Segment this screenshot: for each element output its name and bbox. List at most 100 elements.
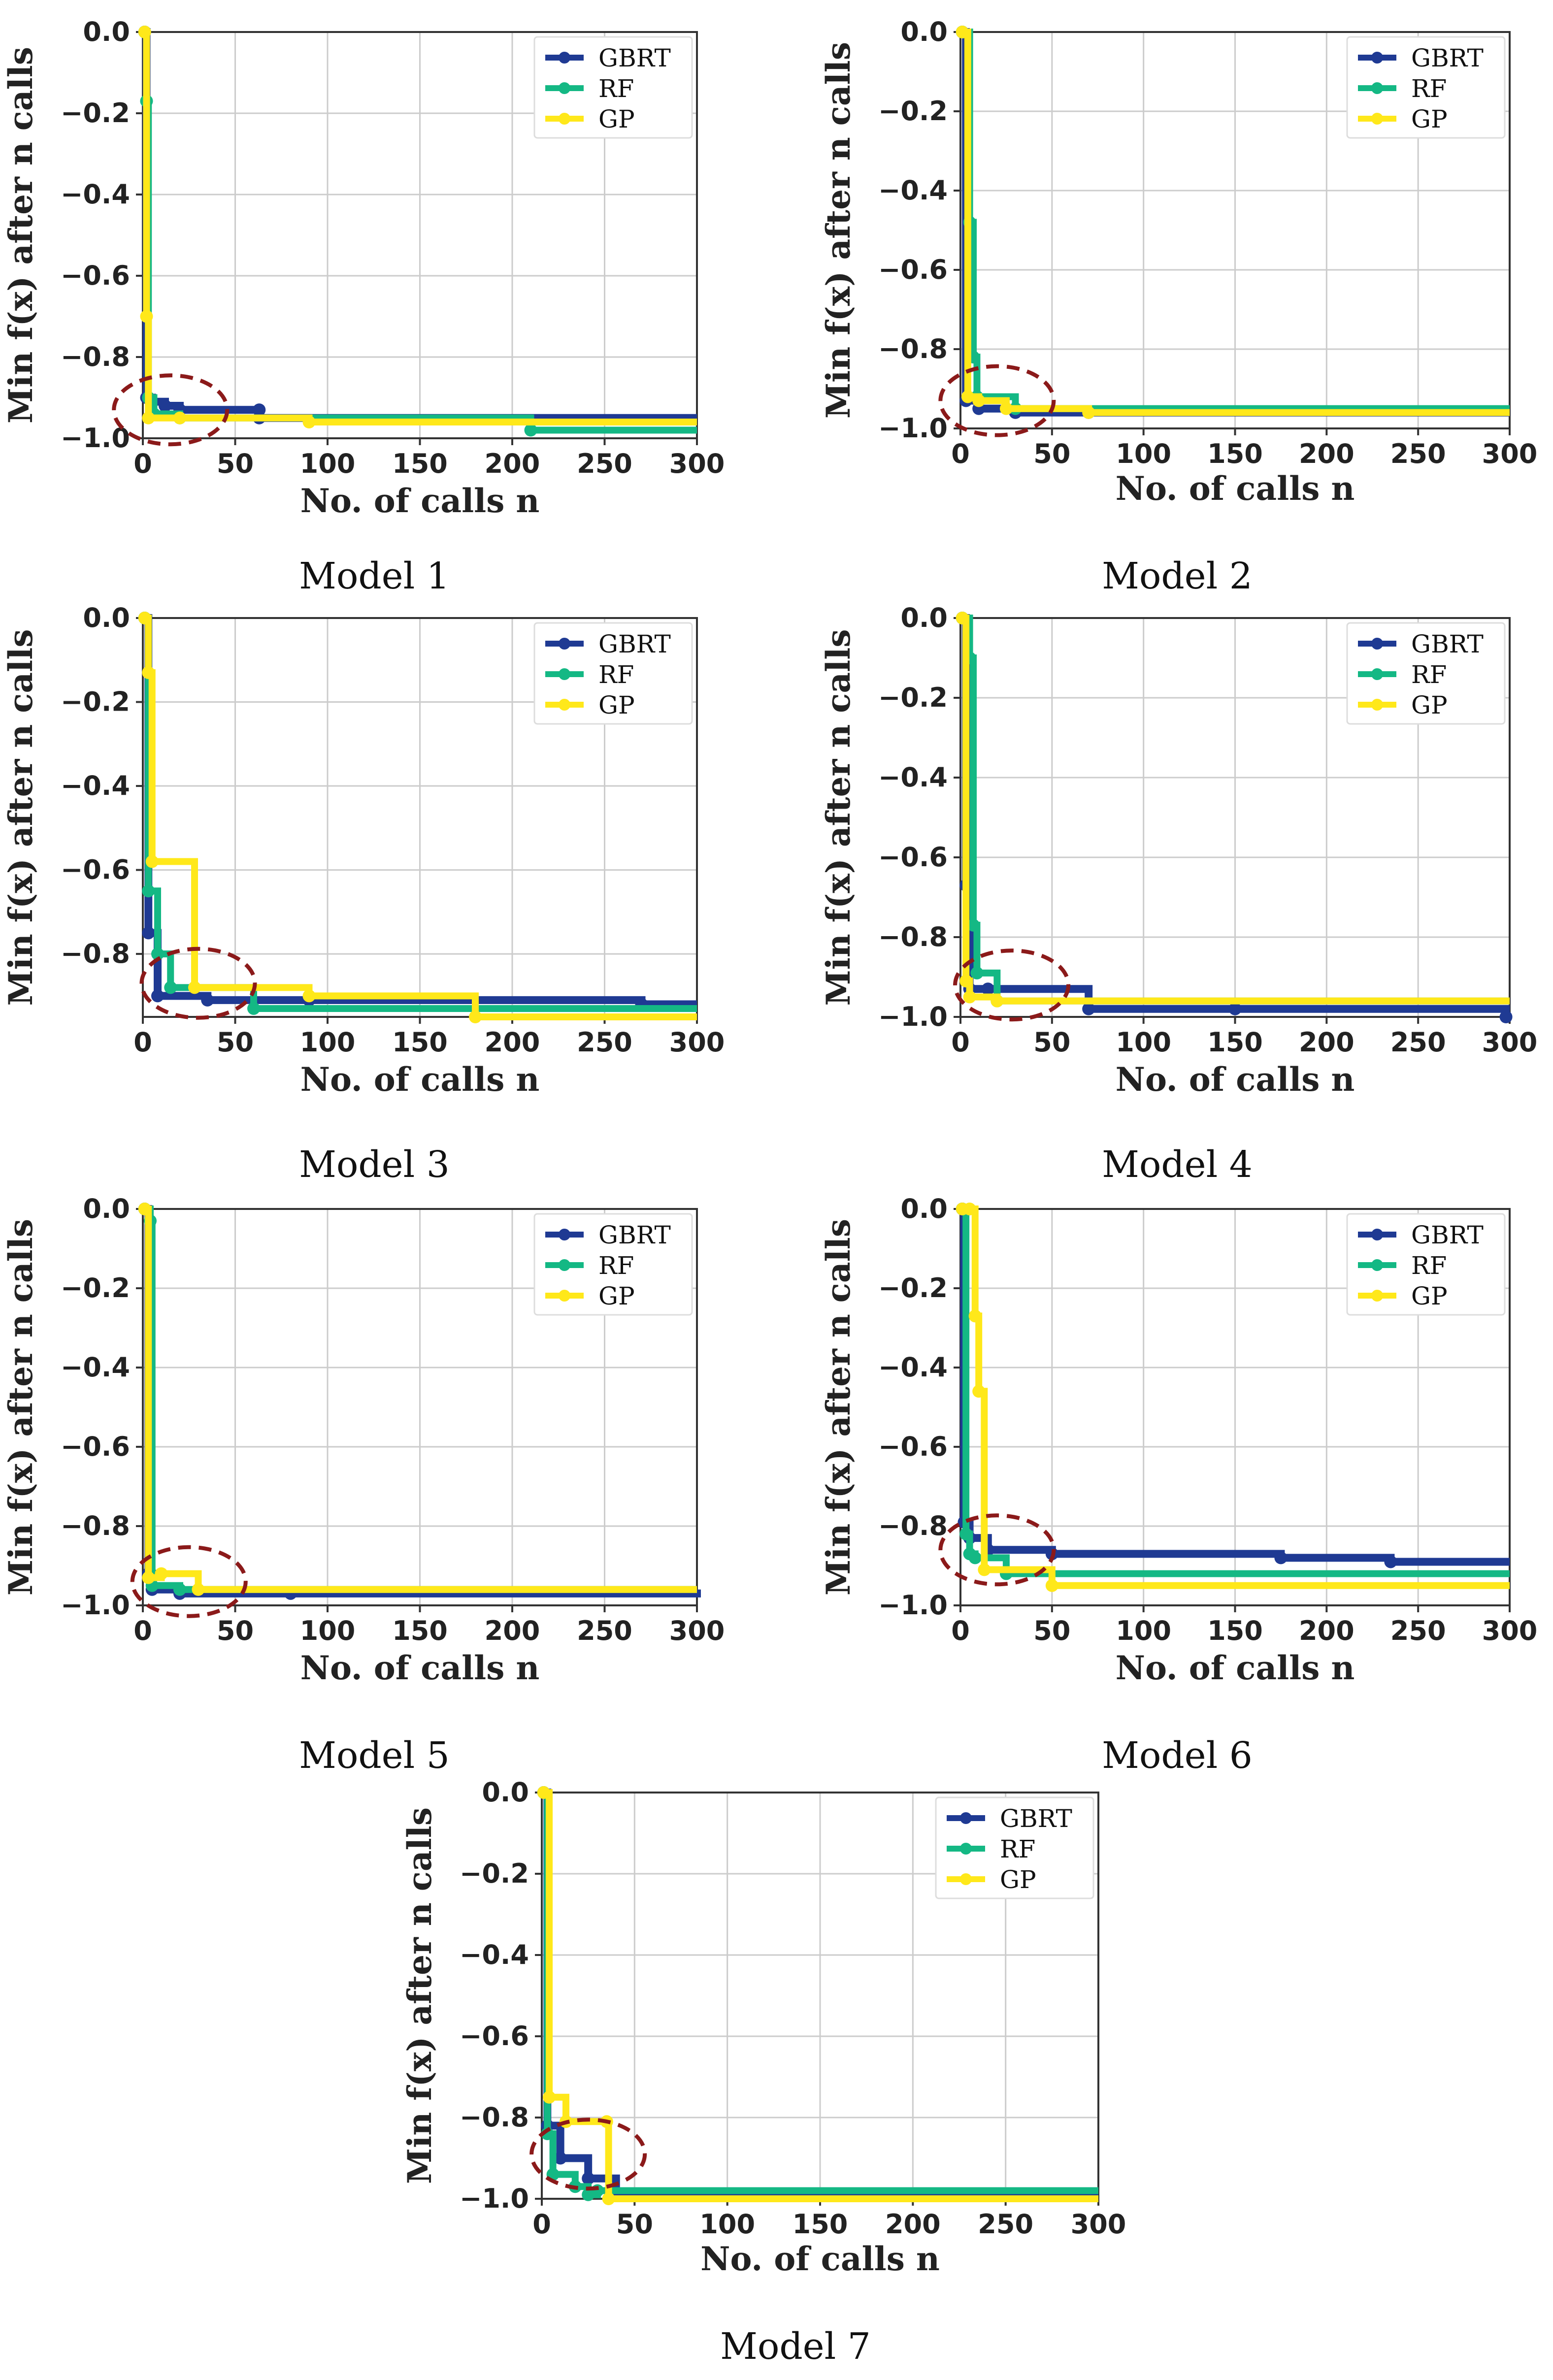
legend-label-gp: GP [1000,1865,1036,1894]
y-tick-label: 0.0 [900,1193,948,1224]
data-point-gp [302,989,316,1003]
chart-caption: Model 4 [1102,1143,1253,1186]
legend-marker-rf [559,668,570,680]
y-tick-label: −0.6 [61,260,130,291]
x-tick-label: 100 [699,2209,755,2240]
data-point-gp [968,1309,982,1323]
x-tick-label: 250 [1390,438,1446,469]
data-point-gp [991,994,1004,1008]
legend-box [533,622,693,725]
x-tick-label: 300 [1071,2209,1126,2240]
data-point-rf [173,1583,186,1596]
legend-label-gp: GP [1411,105,1448,133]
legend-label-gbrt: GBRT [1411,1221,1484,1249]
y-tick-label: 0.0 [900,602,948,633]
y-tick-label: −0.4 [878,762,948,793]
chart-model-5: 0 50 100 150 200 250 300 −1.0 −0.8 −0.6 −0.4 −0.2 0.… [1,1193,725,1687]
x-tick-label: 300 [1482,1027,1538,1058]
data-point-gp [972,394,986,407]
x-tick-label: 300 [669,1027,725,1058]
chart-caption: Model 7 [720,2325,871,2368]
chart-caption: Model 3 [299,1143,450,1186]
legend-label-gbrt: GBRT [1000,1804,1072,1833]
chart-model-1: 0 50 100 150 200 250 300 −1.0 −0.8 −0.6 −0.4 −0.2 0.… [1,16,725,520]
x-tick-label: 100 [1116,1027,1171,1058]
highlight-ellipse [139,946,257,1020]
data-point-gp [972,1385,986,1398]
x-tick-label: 100 [300,1027,356,1058]
legend-label-gp: GP [598,691,635,719]
data-point-gp [537,1786,550,1799]
legend-marker-rf [1371,668,1383,680]
data-point-gbrt [1274,1551,1288,1565]
y-axis-label: Min f(x) after n calls [819,629,858,1006]
data-point-rf [524,424,537,437]
legend-marker-gp [559,699,570,711]
y-tick-label: −0.2 [460,1858,529,1889]
y-axis-label: Min f(x) after n calls [819,1219,858,1596]
y-tick-label: −1.0 [460,2183,529,2214]
data-point-rf [967,918,980,932]
y-tick-label: −0.4 [61,770,130,801]
x-tick-label: 300 [669,448,725,479]
x-tick-label: 50 [1033,1027,1070,1058]
highlight-ellipse [130,1545,248,1618]
x-tick-label: 150 [392,1615,448,1646]
data-point-gp [188,981,201,994]
x-tick-label: 50 [217,1615,254,1646]
y-tick-label: 0.0 [83,1193,130,1224]
y-tick-label: −0.4 [61,179,130,210]
x-axis-label: No. of calls n [1116,1649,1355,1687]
chart-caption: Model 2 [1102,555,1253,597]
y-tick-label: −0.2 [61,98,130,129]
legend-marker-gbrt [559,52,570,64]
legend-label-rf: RF [598,660,634,689]
x-axis-label: No. of calls n [1116,1060,1355,1099]
chart-caption: Model 1 [299,555,450,597]
data-point-gbrt [1499,1011,1513,1023]
data-point-gp [138,26,151,38]
x-tick-label: 300 [1482,1615,1538,1646]
y-tick-label: −0.6 [878,842,948,873]
x-tick-label: 50 [1033,438,1070,469]
legend-box [1346,622,1506,725]
x-tick-label: 100 [1116,1615,1171,1646]
data-point-gp [1082,406,1095,419]
legend-marker-gbrt [960,1812,972,1824]
y-axis-label: Min f(x) after n calls [1,1219,40,1596]
data-point-gp [192,1583,205,1596]
y-tick-label: −1.0 [878,1001,948,1032]
data-point-gbrt [151,989,164,1003]
legend-label-rf: RF [1000,1835,1035,1863]
x-axis-label: No. of calls n [300,1060,540,1099]
legend-marker-gbrt [559,1229,570,1240]
y-tick-label: −0.4 [460,1939,529,1970]
legend-label-rf: RF [598,1251,634,1280]
data-point-gbrt [142,926,155,940]
data-point-gbrt [554,2152,567,2165]
legend-marker-gbrt [1371,1229,1383,1240]
x-tick-label: 0 [532,2209,551,2240]
y-tick-label: −0.2 [878,1272,948,1304]
chart-model-6: 0 50 100 150 200 250 300 −1.0 −0.8 −0.6 −0.4 −0.2 0.… [819,1193,1537,1687]
x-axis-label: No. of calls n [1116,469,1355,508]
y-axis-label: Min f(x) after n calls [1,629,40,1006]
legend-marker-gp [559,1290,570,1302]
x-tick-label: 150 [793,2209,848,2240]
x-tick-label: 200 [485,1615,540,1646]
x-tick-label: 250 [1390,1027,1446,1058]
legend-marker-gp [559,113,570,125]
highlight-ellipse [529,2118,647,2191]
x-tick-label: 0 [133,1027,152,1058]
x-tick-label: 0 [951,1027,970,1058]
data-point-rf [142,884,155,898]
x-tick-label: 150 [1207,1027,1263,1058]
x-tick-label: 200 [885,2209,941,2240]
x-tick-label: 250 [577,448,632,479]
legend-label-gp: GP [1411,691,1448,719]
data-point-gbrt [981,982,994,996]
x-tick-label: 150 [1207,438,1263,469]
legend-label-gp: GP [1411,1282,1448,1310]
data-point-rf [247,1002,260,1015]
x-tick-label: 0 [133,1615,152,1646]
